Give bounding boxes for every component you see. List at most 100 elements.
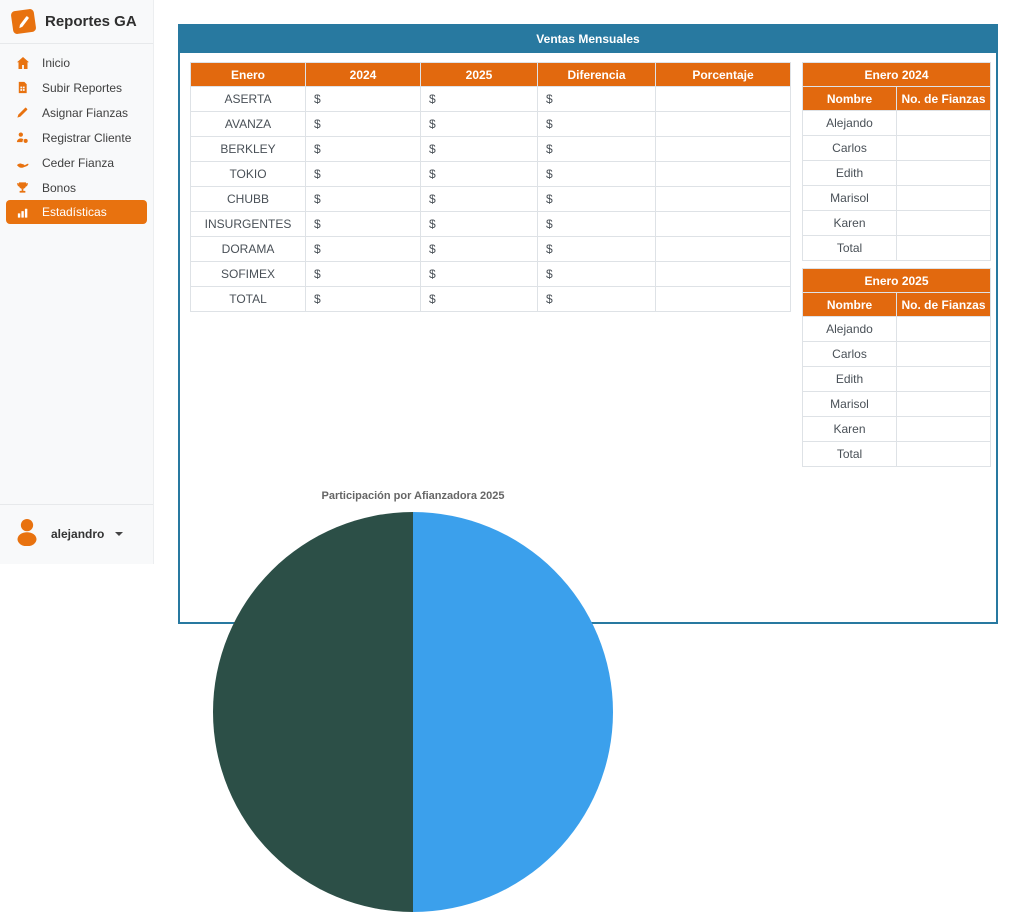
table-title: Enero 2025 [801, 268, 992, 293]
agent-table-enero-2024: Enero 2024 Nombre No. de Fianzas Alejand… [801, 62, 992, 261]
app-logo-icon [10, 8, 37, 35]
table-row: Karen [802, 210, 992, 236]
agent-fianzas [895, 235, 992, 261]
agent-name: Karen [802, 416, 897, 442]
value-diferencia: $ [537, 186, 656, 212]
table-row: CHUBB $ $ $ [190, 186, 791, 212]
afianzadora-name: AVANZA [190, 111, 306, 137]
value-diferencia: $ [537, 111, 656, 137]
table-row: Karen [802, 416, 992, 442]
agent-name: Carlos [802, 341, 897, 367]
afianzadora-name: CHUBB [190, 186, 306, 212]
sidebar-item-registrar-cliente[interactable]: Registrar Cliente [0, 125, 153, 150]
sidebar-item-label: Asignar Fianzas [42, 105, 129, 120]
value-2024: $ [305, 161, 421, 187]
sales-table-header-row: Enero 2024 2025 Diferencia Porcentaje [190, 62, 791, 87]
table-row: INSURGENTES $ $ $ [190, 211, 791, 237]
value-porcentaje [655, 286, 791, 312]
person-add-icon [15, 131, 30, 144]
value-porcentaje [655, 161, 791, 187]
agent-fianzas [895, 341, 992, 367]
app-title: Reportes GA [45, 13, 137, 30]
app-brand: Reportes GA [0, 0, 153, 44]
agent-name: Edith [802, 366, 897, 392]
table-row: SOFIMEX $ $ $ [190, 261, 791, 287]
value-2024: $ [305, 211, 421, 237]
table-row-total: Total [802, 441, 992, 467]
value-2025: $ [420, 111, 538, 137]
sales-table: Enero 2024 2025 Diferencia Porcentaje AS… [190, 62, 791, 312]
value-porcentaje [655, 111, 791, 137]
agent-fianzas [895, 185, 992, 211]
table-row-total: Total [802, 235, 992, 261]
value-porcentaje [655, 186, 791, 212]
value-porcentaje [655, 261, 791, 287]
value-diferencia: $ [537, 86, 656, 112]
value-2024: $ [305, 186, 421, 212]
sidebar: Reportes GA Inicio Subir Reportes Asigna… [0, 0, 154, 564]
sidebar-item-label: Inicio [42, 55, 71, 70]
sidebar-item-asignar-fianzas[interactable]: Asignar Fianzas [0, 100, 153, 125]
value-2024: $ [305, 236, 421, 262]
value-diferencia: $ [537, 136, 656, 162]
sidebar-item-label: Ceder Fianza [42, 155, 115, 170]
afianzadora-name: TOTAL [190, 286, 306, 312]
chevron-down-icon [115, 531, 124, 536]
column-header-diferencia: Diferencia [537, 62, 656, 87]
value-diferencia: $ [537, 211, 656, 237]
pie-chart-title: Participación por Afianzadora 2025 [321, 490, 505, 502]
column-header-nombre: Nombre [802, 292, 897, 317]
agent-name: Carlos [802, 135, 897, 161]
value-porcentaje [655, 211, 791, 237]
user-menu-button[interactable]: alejandro [12, 516, 141, 551]
afianzadora-name: BERKLEY [190, 136, 306, 162]
agent-table-enero-2025: Enero 2025 Nombre No. de Fianzas Alejand… [801, 268, 992, 467]
agent-name: Alejando [802, 316, 897, 342]
value-2024: $ [305, 286, 421, 312]
column-header-nombre: Nombre [802, 86, 897, 111]
agent-name: Total [802, 441, 897, 467]
pen-icon [15, 106, 30, 119]
column-header-fianzas: No. de Fianzas [895, 86, 992, 111]
table-row: Marisol [802, 391, 992, 417]
sidebar-item-label: Subir Reportes [42, 80, 123, 95]
agent-fianzas [895, 160, 992, 186]
value-2025: $ [420, 86, 538, 112]
value-porcentaje [655, 236, 791, 262]
report-file-icon [15, 81, 30, 94]
agent-name: Karen [802, 210, 897, 236]
home-icon [15, 56, 30, 70]
agent-fianzas [895, 316, 992, 342]
sidebar-footer: alejandro [0, 504, 153, 564]
table-row: Carlos [802, 341, 992, 367]
agent-fianzas [895, 210, 992, 236]
sidebar-item-ceder-fianza[interactable]: Ceder Fianza [0, 150, 153, 175]
afianzadora-name: TOKIO [190, 161, 306, 187]
table-row: Edith [802, 366, 992, 392]
sidebar-item-subir-reportes[interactable]: Subir Reportes [0, 75, 153, 100]
agent-name: Total [802, 235, 897, 261]
column-header-2024: 2024 [305, 62, 421, 87]
trophy-icon [15, 181, 30, 194]
afianzadora-name: ASERTA [190, 86, 306, 112]
panel-title: Ventas Mensuales [180, 26, 996, 53]
table-row: Alejando [802, 110, 992, 136]
value-2024: $ [305, 136, 421, 162]
column-header-enero: Enero [190, 62, 306, 87]
value-porcentaje [655, 136, 791, 162]
sidebar-item-bonos[interactable]: Bonos [0, 175, 153, 200]
afianzadora-name: DORAMA [190, 236, 306, 262]
value-porcentaje [655, 86, 791, 112]
agent-fianzas [895, 391, 992, 417]
value-diferencia: $ [537, 161, 656, 187]
sidebar-item-estadisticas[interactable]: Estadísticas [6, 200, 147, 224]
sidebar-nav: Inicio Subir Reportes Asignar Fianzas Re… [0, 44, 153, 224]
sidebar-item-label: Bonos [42, 180, 77, 195]
value-diferencia: $ [537, 261, 656, 287]
column-header-2025: 2025 [420, 62, 538, 87]
agent-fianzas [895, 441, 992, 467]
agent-name: Edith [802, 160, 897, 186]
sidebar-item-inicio[interactable]: Inicio [0, 50, 153, 75]
hand-icon [15, 156, 30, 169]
table-row: Marisol [802, 185, 992, 211]
